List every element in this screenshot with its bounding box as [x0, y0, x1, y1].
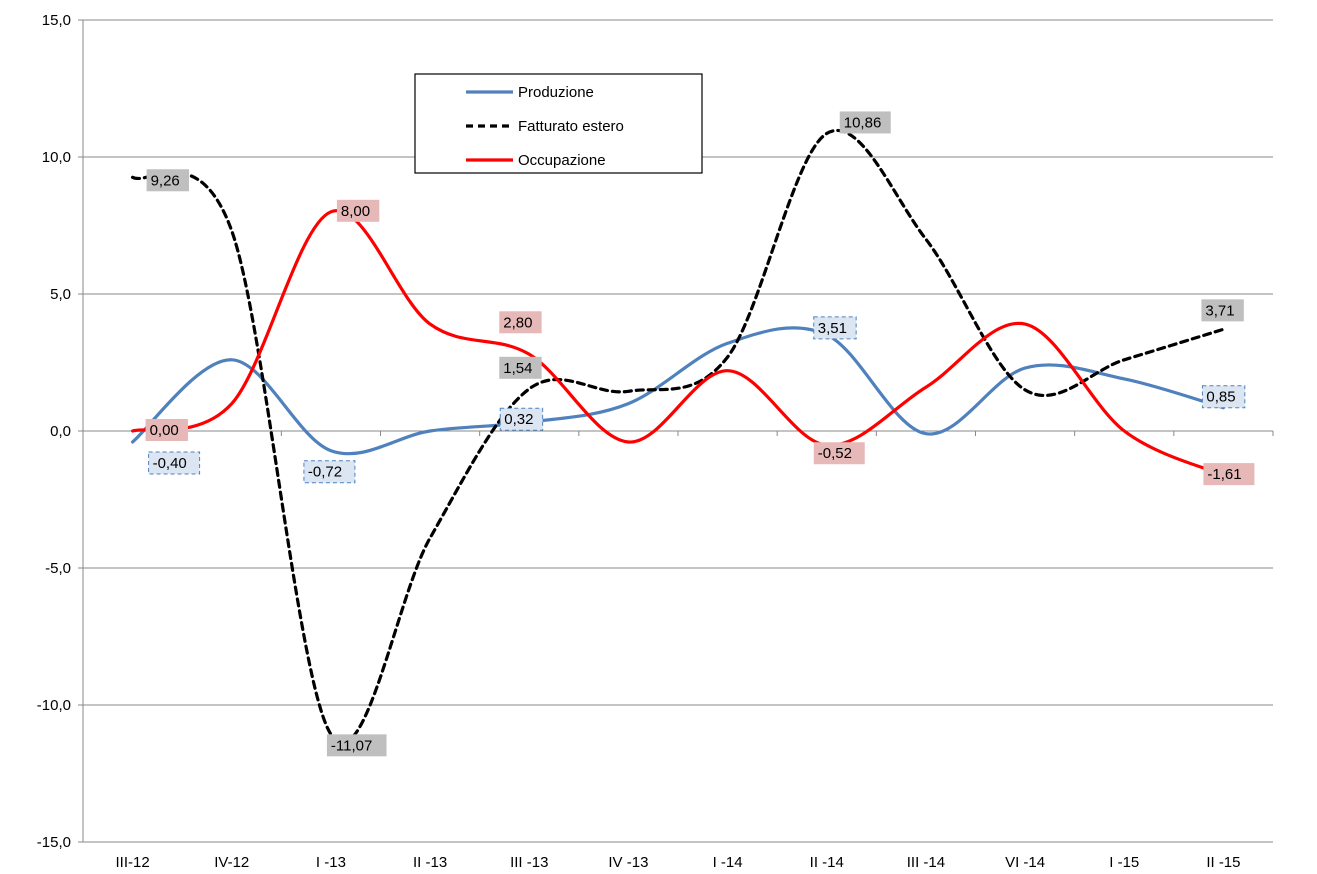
y-tick-label: -15,0: [37, 834, 71, 851]
x-tick-label: IV-12: [214, 854, 249, 871]
x-tick-label: III -13: [510, 854, 548, 871]
x-tick-label: II -13: [413, 854, 447, 871]
series-line-0: [131, 326, 1225, 456]
series-line-2: [131, 209, 1225, 477]
data-label: 2,80: [503, 314, 532, 331]
data-label-box: [499, 407, 544, 431]
data-label-box: [1201, 385, 1246, 409]
data-label: -1,61: [1207, 466, 1241, 483]
data-label: 0,85: [1206, 389, 1235, 406]
data-label: 3,51: [818, 320, 847, 337]
y-tick-label: 5,0: [50, 286, 71, 303]
legend-label-1: Fatturato estero: [518, 118, 624, 135]
y-tick-label: -10,0: [37, 697, 71, 714]
data-label-box: [146, 169, 189, 192]
data-label-box: [303, 460, 356, 484]
data-label-box: [336, 199, 380, 222]
data-label: 10,86: [844, 114, 882, 131]
x-tick-label: III -14: [907, 854, 945, 871]
axes: -15,0 -10,0 -5,0 0,0 5,0 10,0 15,0 III-12 IV-12 I…: [37, 12, 1274, 871]
data-label: 9,26: [151, 172, 180, 189]
y-tick-label: -5,0: [45, 560, 71, 577]
x-tick-label: I -14: [713, 854, 743, 871]
data-label-box: [839, 111, 891, 134]
data-label-box: [499, 356, 542, 379]
x-tick-label: I -13: [316, 854, 346, 871]
data-label: -0,52: [818, 445, 852, 462]
y-tick-label: 0,0: [50, 423, 71, 440]
y-tick-label: 15,0: [42, 12, 71, 29]
data-labels: -0,40 -0,72 0,32 3,51 0,85 9,26 -11,07 1,54 10,8…: [145, 111, 1255, 757]
data-label: -0,72: [308, 464, 342, 481]
y-tick-label: 10,0: [42, 149, 71, 166]
x-tick-label: II -14: [810, 854, 844, 871]
data-label: -11,07: [331, 737, 372, 754]
data-label-box: [148, 451, 201, 475]
legend-label-2: Occupazione: [518, 152, 606, 169]
x-tick-label: I -15: [1109, 854, 1139, 871]
data-label-box: [326, 734, 387, 757]
data-label: 0,32: [504, 411, 533, 428]
series-line-1: [131, 129, 1225, 745]
legend-label-0: Produzione: [518, 84, 594, 101]
x-tick-label: III-12: [115, 854, 149, 871]
data-label-box: [813, 316, 857, 340]
data-label-box: [499, 311, 542, 334]
data-label-box: [813, 442, 865, 465]
legend: Produzione Fatturato estero Occupazione: [414, 73, 703, 174]
data-label-box: [1201, 299, 1244, 322]
legend-box: [414, 73, 703, 174]
data-label: -0,40: [153, 455, 187, 472]
data-label-box: [1203, 463, 1255, 486]
x-tick-label: II -15: [1206, 854, 1240, 871]
data-label: 8,00: [341, 203, 370, 220]
series-group: [131, 129, 1225, 745]
x-tick-label: IV -13: [608, 854, 648, 871]
data-label: 0,00: [150, 422, 179, 439]
data-label-box: [145, 419, 188, 441]
data-label: 1,54: [503, 360, 532, 377]
data-label: 3,71: [1205, 302, 1234, 319]
x-tick-label: VI -14: [1005, 854, 1045, 871]
